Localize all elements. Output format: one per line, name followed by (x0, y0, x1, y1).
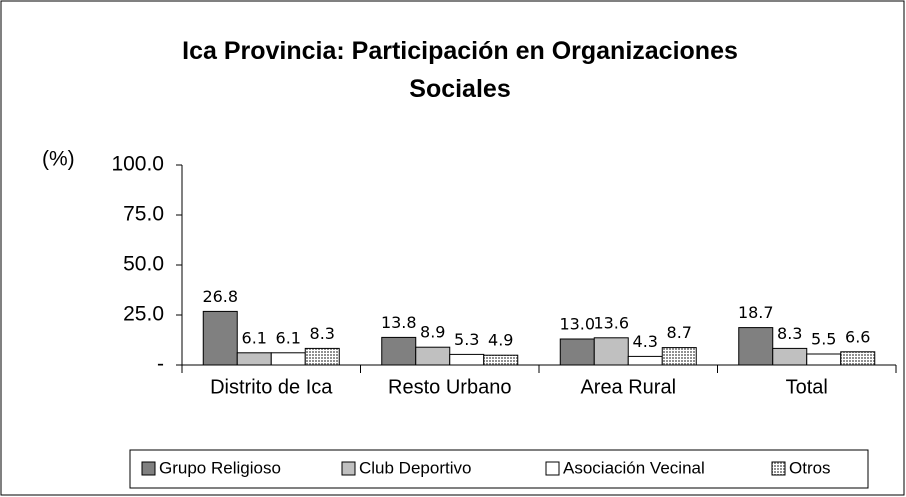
value-label: 4.3 (633, 332, 658, 351)
bar (270, 352, 306, 366)
bar (806, 353, 842, 366)
x-tick-label: Total (786, 376, 828, 398)
value-label: 26.8 (202, 287, 238, 306)
title-line: Ica Provincia: Participación en Organiza… (182, 37, 738, 65)
value-label: 6.1 (242, 328, 267, 347)
value-label: 18.7 (738, 303, 774, 322)
x-tick-label: Resto Urbano (388, 376, 511, 398)
bar (415, 346, 451, 366)
bar (304, 347, 340, 366)
chart-title: Ica Provincia: Participación en Organiza… (182, 37, 738, 103)
value-label: 8.7 (667, 323, 692, 342)
y-tick-label: 100.0 (111, 153, 164, 176)
legend-swatch (341, 461, 356, 476)
legend-label: Club Deportivo (359, 458, 471, 477)
legend-box (129, 449, 869, 489)
bar (772, 347, 808, 366)
bar (381, 336, 417, 366)
legend-swatch (771, 461, 786, 476)
y-tick-label: 25.0 (123, 303, 164, 326)
y-tick-label: 50.0 (123, 253, 164, 276)
legend-swatch (141, 461, 156, 476)
bar (202, 310, 238, 366)
bar (593, 337, 629, 366)
value-label: 6.1 (276, 328, 301, 347)
legend-swatch (545, 461, 560, 476)
bar (661, 347, 697, 366)
y-axis-label: (%) (42, 148, 75, 171)
value-label: 6.6 (845, 327, 870, 346)
y-tick-label: - (157, 353, 164, 376)
x-tick-label: Distrito de Ica (210, 376, 333, 398)
value-label: 8.9 (420, 323, 445, 342)
bar (236, 352, 272, 366)
bar (483, 354, 519, 366)
value-label: 13.0 (559, 315, 595, 334)
bar (627, 355, 663, 366)
title-line: Sociales (409, 75, 510, 103)
bar (559, 338, 595, 366)
legend-label: Grupo Religioso (159, 458, 281, 477)
value-label: 5.3 (454, 330, 479, 349)
legend-label: Otros (789, 458, 831, 477)
value-label: 4.9 (488, 331, 513, 350)
value-label: 13.6 (593, 313, 629, 332)
bar (449, 353, 485, 366)
y-tick-label: 75.0 (123, 203, 164, 226)
value-label: 13.8 (381, 313, 417, 332)
value-label: 8.3 (310, 324, 335, 343)
value-label: 8.3 (777, 324, 802, 343)
value-label: 5.5 (811, 330, 836, 349)
bar (738, 327, 774, 366)
x-tick-label: Area Rural (580, 376, 676, 398)
bar (840, 351, 876, 366)
legend-label: Asociación Vecinal (563, 458, 705, 477)
